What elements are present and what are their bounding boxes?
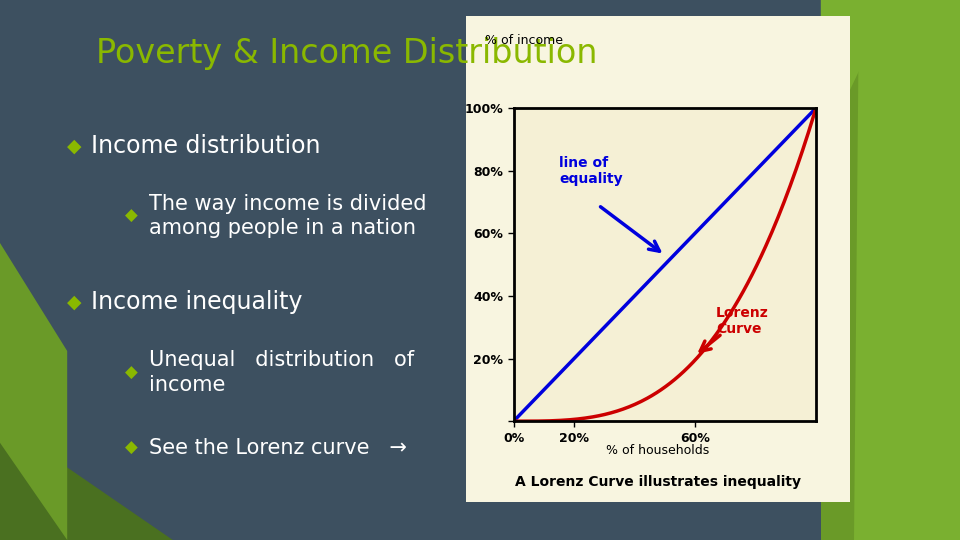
Text: ◆: ◆ bbox=[125, 363, 137, 382]
Text: Income inequality: Income inequality bbox=[91, 291, 302, 314]
Polygon shape bbox=[821, 0, 893, 151]
Text: % of households: % of households bbox=[606, 444, 709, 457]
Text: Income distribution: Income distribution bbox=[91, 134, 321, 158]
Text: Poverty & Income Distribution: Poverty & Income Distribution bbox=[96, 37, 597, 71]
Text: ◆: ◆ bbox=[67, 136, 82, 156]
Text: Lorenz
Curve: Lorenz Curve bbox=[716, 306, 769, 336]
Text: A Lorenz Curve illustrates inequality: A Lorenz Curve illustrates inequality bbox=[515, 475, 801, 489]
Bar bbox=[466, 16, 850, 502]
Text: The way income is divided
among people in a nation: The way income is divided among people i… bbox=[149, 194, 426, 238]
Polygon shape bbox=[0, 421, 173, 540]
Text: % of income: % of income bbox=[485, 34, 563, 47]
Polygon shape bbox=[0, 243, 67, 540]
Polygon shape bbox=[821, 0, 960, 540]
Text: line of
equality: line of equality bbox=[559, 156, 623, 186]
Polygon shape bbox=[854, 0, 960, 540]
Text: See the Lorenz curve   →: See the Lorenz curve → bbox=[149, 438, 407, 458]
Text: ◆: ◆ bbox=[125, 439, 137, 457]
Text: ◆: ◆ bbox=[125, 207, 137, 225]
Text: ◆: ◆ bbox=[67, 293, 82, 312]
Text: Unequal   distribution   of
income: Unequal distribution of income bbox=[149, 350, 414, 395]
